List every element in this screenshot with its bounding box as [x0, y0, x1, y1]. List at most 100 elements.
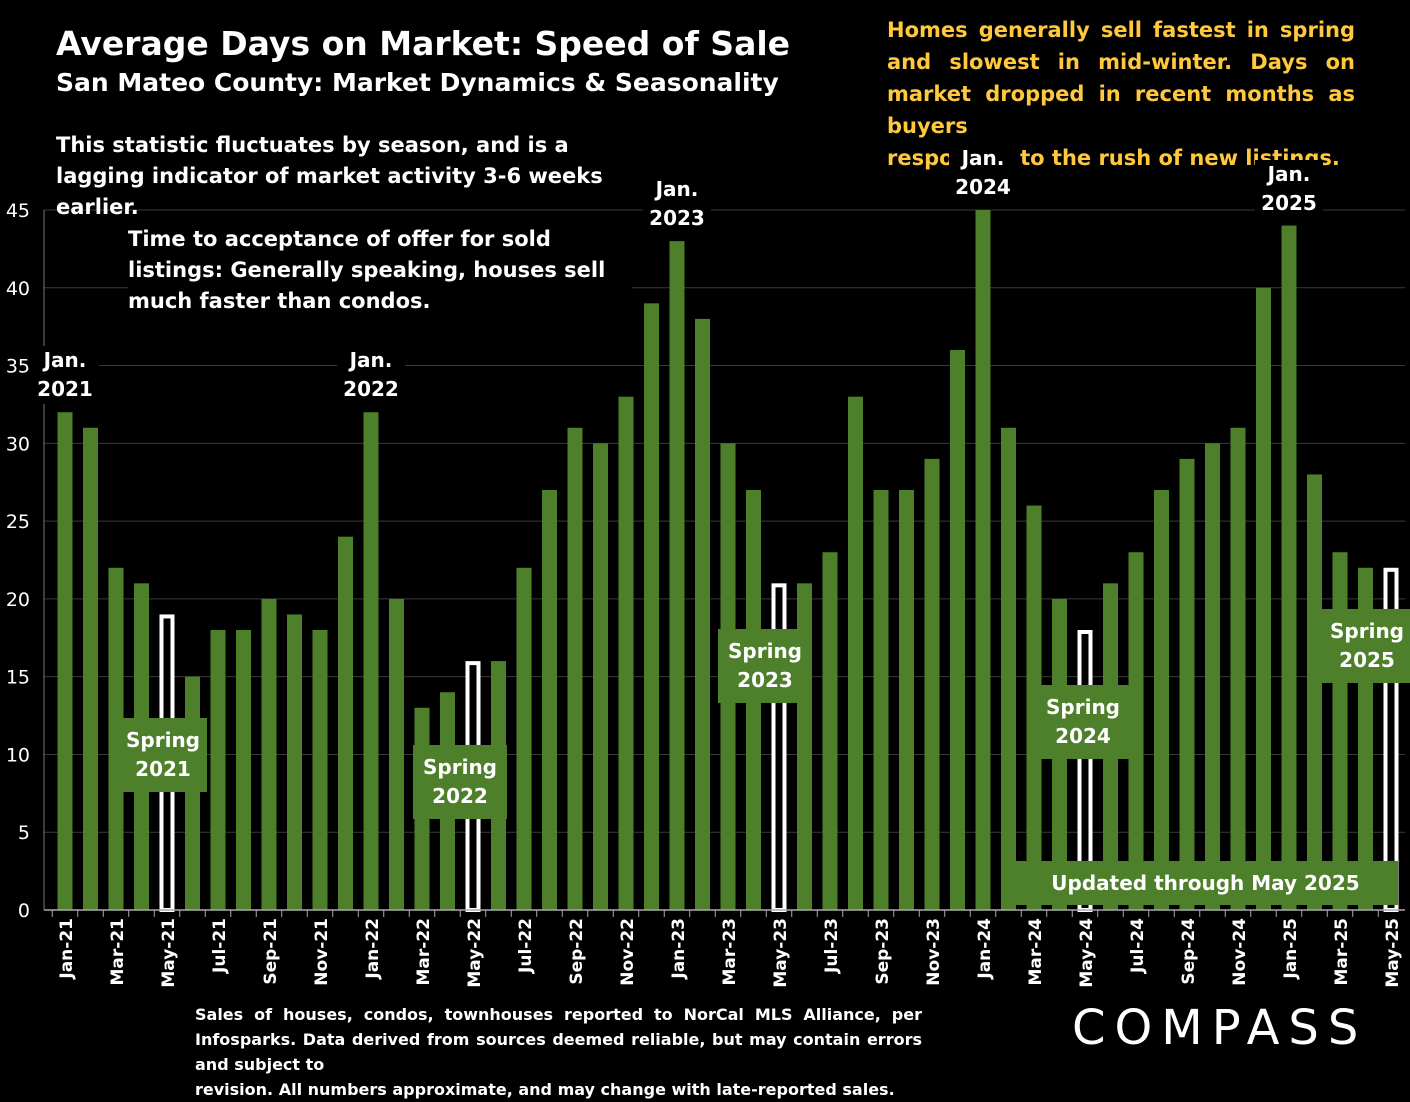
y-tick-label: 15 — [6, 667, 30, 689]
bar — [363, 412, 379, 910]
x-tick-label: Mar-22 — [414, 918, 434, 986]
x-tick-label: May-22 — [465, 918, 485, 988]
spring-label-year: 2024 — [1055, 724, 1111, 748]
y-tick-label: 5 — [18, 822, 30, 844]
bar — [1332, 552, 1348, 910]
y-tick-label: 25 — [6, 511, 30, 533]
jan-label: Jan. 2023 — [643, 175, 711, 234]
bar — [287, 614, 302, 910]
chart-subtitle: San Mateo County: Market Dynamics & Seas… — [56, 68, 779, 97]
spring-label-year: 2021 — [135, 757, 191, 781]
x-tick-label: Jan-25 — [1281, 918, 1301, 980]
x-axis: Jan-21 Mar-21 May-21 Jul-21 Sep-21 Nov-21 Jan-… — [44, 909, 1405, 988]
spring-label: Spring 2022 — [413, 745, 507, 819]
x-tick-label: Mar-23 — [720, 918, 740, 986]
bar — [516, 567, 532, 910]
bar — [83, 427, 98, 910]
bar — [1001, 427, 1016, 910]
x-tick-label: Mar-21 — [108, 918, 128, 986]
spring-label-year: 2022 — [432, 784, 488, 808]
source-footnote-main: Sales of houses, condos, townhouses repo… — [195, 1005, 922, 1074]
bar — [567, 427, 583, 910]
x-tick-label: Mar-24 — [1026, 918, 1046, 986]
jan-label-line1: Jan. — [43, 348, 87, 373]
y-tick-label: 45 — [6, 200, 30, 222]
y-tick-label: 20 — [6, 589, 30, 611]
spring-label: Spring 2024 — [1036, 685, 1130, 759]
y-tick-label: 30 — [6, 433, 30, 455]
spring-label: Spring 2021 — [119, 718, 207, 792]
bar — [108, 567, 124, 910]
x-tick-label: May-25 — [1383, 918, 1403, 988]
bar — [1307, 474, 1322, 910]
chart-title: Average Days on Market: Speed of Sale — [56, 24, 791, 63]
x-tick-label: Jan-22 — [363, 918, 383, 980]
bar — [1281, 225, 1297, 911]
x-tick-label: Sep-21 — [261, 918, 281, 985]
trend-annotation-main: Homes generally sell fastest in spring a… — [887, 18, 1355, 138]
x-tick-label: Jan-24 — [975, 918, 995, 980]
jan-label-line1: Jan. — [655, 177, 699, 202]
x-tick-label: Mar-25 — [1332, 918, 1352, 986]
spring-label: Spring 2023 — [718, 629, 812, 703]
bar — [57, 412, 73, 910]
jan-label-year: 2023 — [649, 206, 705, 231]
bar — [542, 490, 557, 910]
bar — [1026, 505, 1042, 910]
jan-label-year: 2021 — [37, 377, 93, 402]
bar — [185, 676, 200, 910]
acceptance-note: Time to acceptance of offer for sold lis… — [128, 224, 632, 323]
bar — [975, 210, 991, 910]
jan-label-year: 2025 — [1261, 190, 1317, 215]
x-tick-label: Jul-21 — [210, 918, 230, 974]
jan-label-line1: Jan. — [1267, 161, 1311, 186]
y-tick-label: 35 — [6, 356, 30, 378]
x-tick-label: Sep-24 — [1179, 918, 1199, 985]
x-tick-label: Nov-21 — [312, 918, 332, 986]
spring-label-line1: Spring — [728, 639, 802, 663]
seasonal-note: This statistic fluctuates by season, and… — [56, 133, 603, 219]
jan-label-line1: Jan. — [349, 348, 393, 373]
spring-label-line1: Spring — [423, 755, 497, 779]
x-tick-label: May-24 — [1077, 918, 1097, 988]
spring-label-line1: Spring — [1330, 619, 1404, 643]
bar — [618, 396, 634, 911]
jan-label: Jan. 2025 — [1255, 159, 1323, 218]
bar — [1205, 443, 1220, 910]
bar — [1230, 427, 1246, 910]
bar — [848, 396, 863, 911]
updated-label: Updated through May 2025 — [1013, 861, 1398, 905]
spring-label-year: 2023 — [737, 668, 793, 692]
spring-label-line1: Spring — [126, 728, 200, 752]
x-tick-label: Jul-22 — [516, 918, 536, 974]
bar — [1256, 287, 1271, 910]
y-tick-label: 40 — [6, 278, 30, 300]
bar — [261, 598, 277, 910]
bar — [1128, 552, 1144, 910]
source-footnote-last: revision. All numbers approximate, and m… — [195, 1080, 895, 1099]
bar — [695, 318, 710, 910]
bar — [644, 303, 659, 910]
spring-label: Spring 2025 — [1315, 609, 1410, 683]
bar — [312, 630, 328, 910]
x-tick-label: Jul-24 — [1128, 918, 1148, 974]
x-tick-label: Sep-22 — [567, 918, 587, 985]
spring-label-year: 2025 — [1339, 648, 1395, 672]
bar — [593, 443, 608, 910]
jan-label: Jan. 2021 — [31, 346, 99, 405]
bar — [210, 630, 226, 910]
bar — [236, 630, 251, 910]
bar — [822, 552, 838, 910]
x-tick-label: Jan-21 — [57, 918, 77, 980]
y-tick-label: 0 — [18, 900, 30, 922]
y-tick-label: 10 — [6, 744, 30, 766]
jan-label-line1: Jan. — [961, 146, 1005, 170]
bar — [669, 241, 685, 911]
x-tick-label: Jul-23 — [822, 918, 842, 974]
y-axis: 0 5 10 15 20 25 30 35 40 45 — [6, 200, 45, 922]
bar — [873, 490, 889, 910]
compass-logo: COMPASS — [1072, 1000, 1368, 1056]
x-tick-label: Jan-23 — [669, 918, 689, 980]
x-tick-label: Nov-24 — [1230, 918, 1250, 986]
bar — [389, 598, 404, 910]
